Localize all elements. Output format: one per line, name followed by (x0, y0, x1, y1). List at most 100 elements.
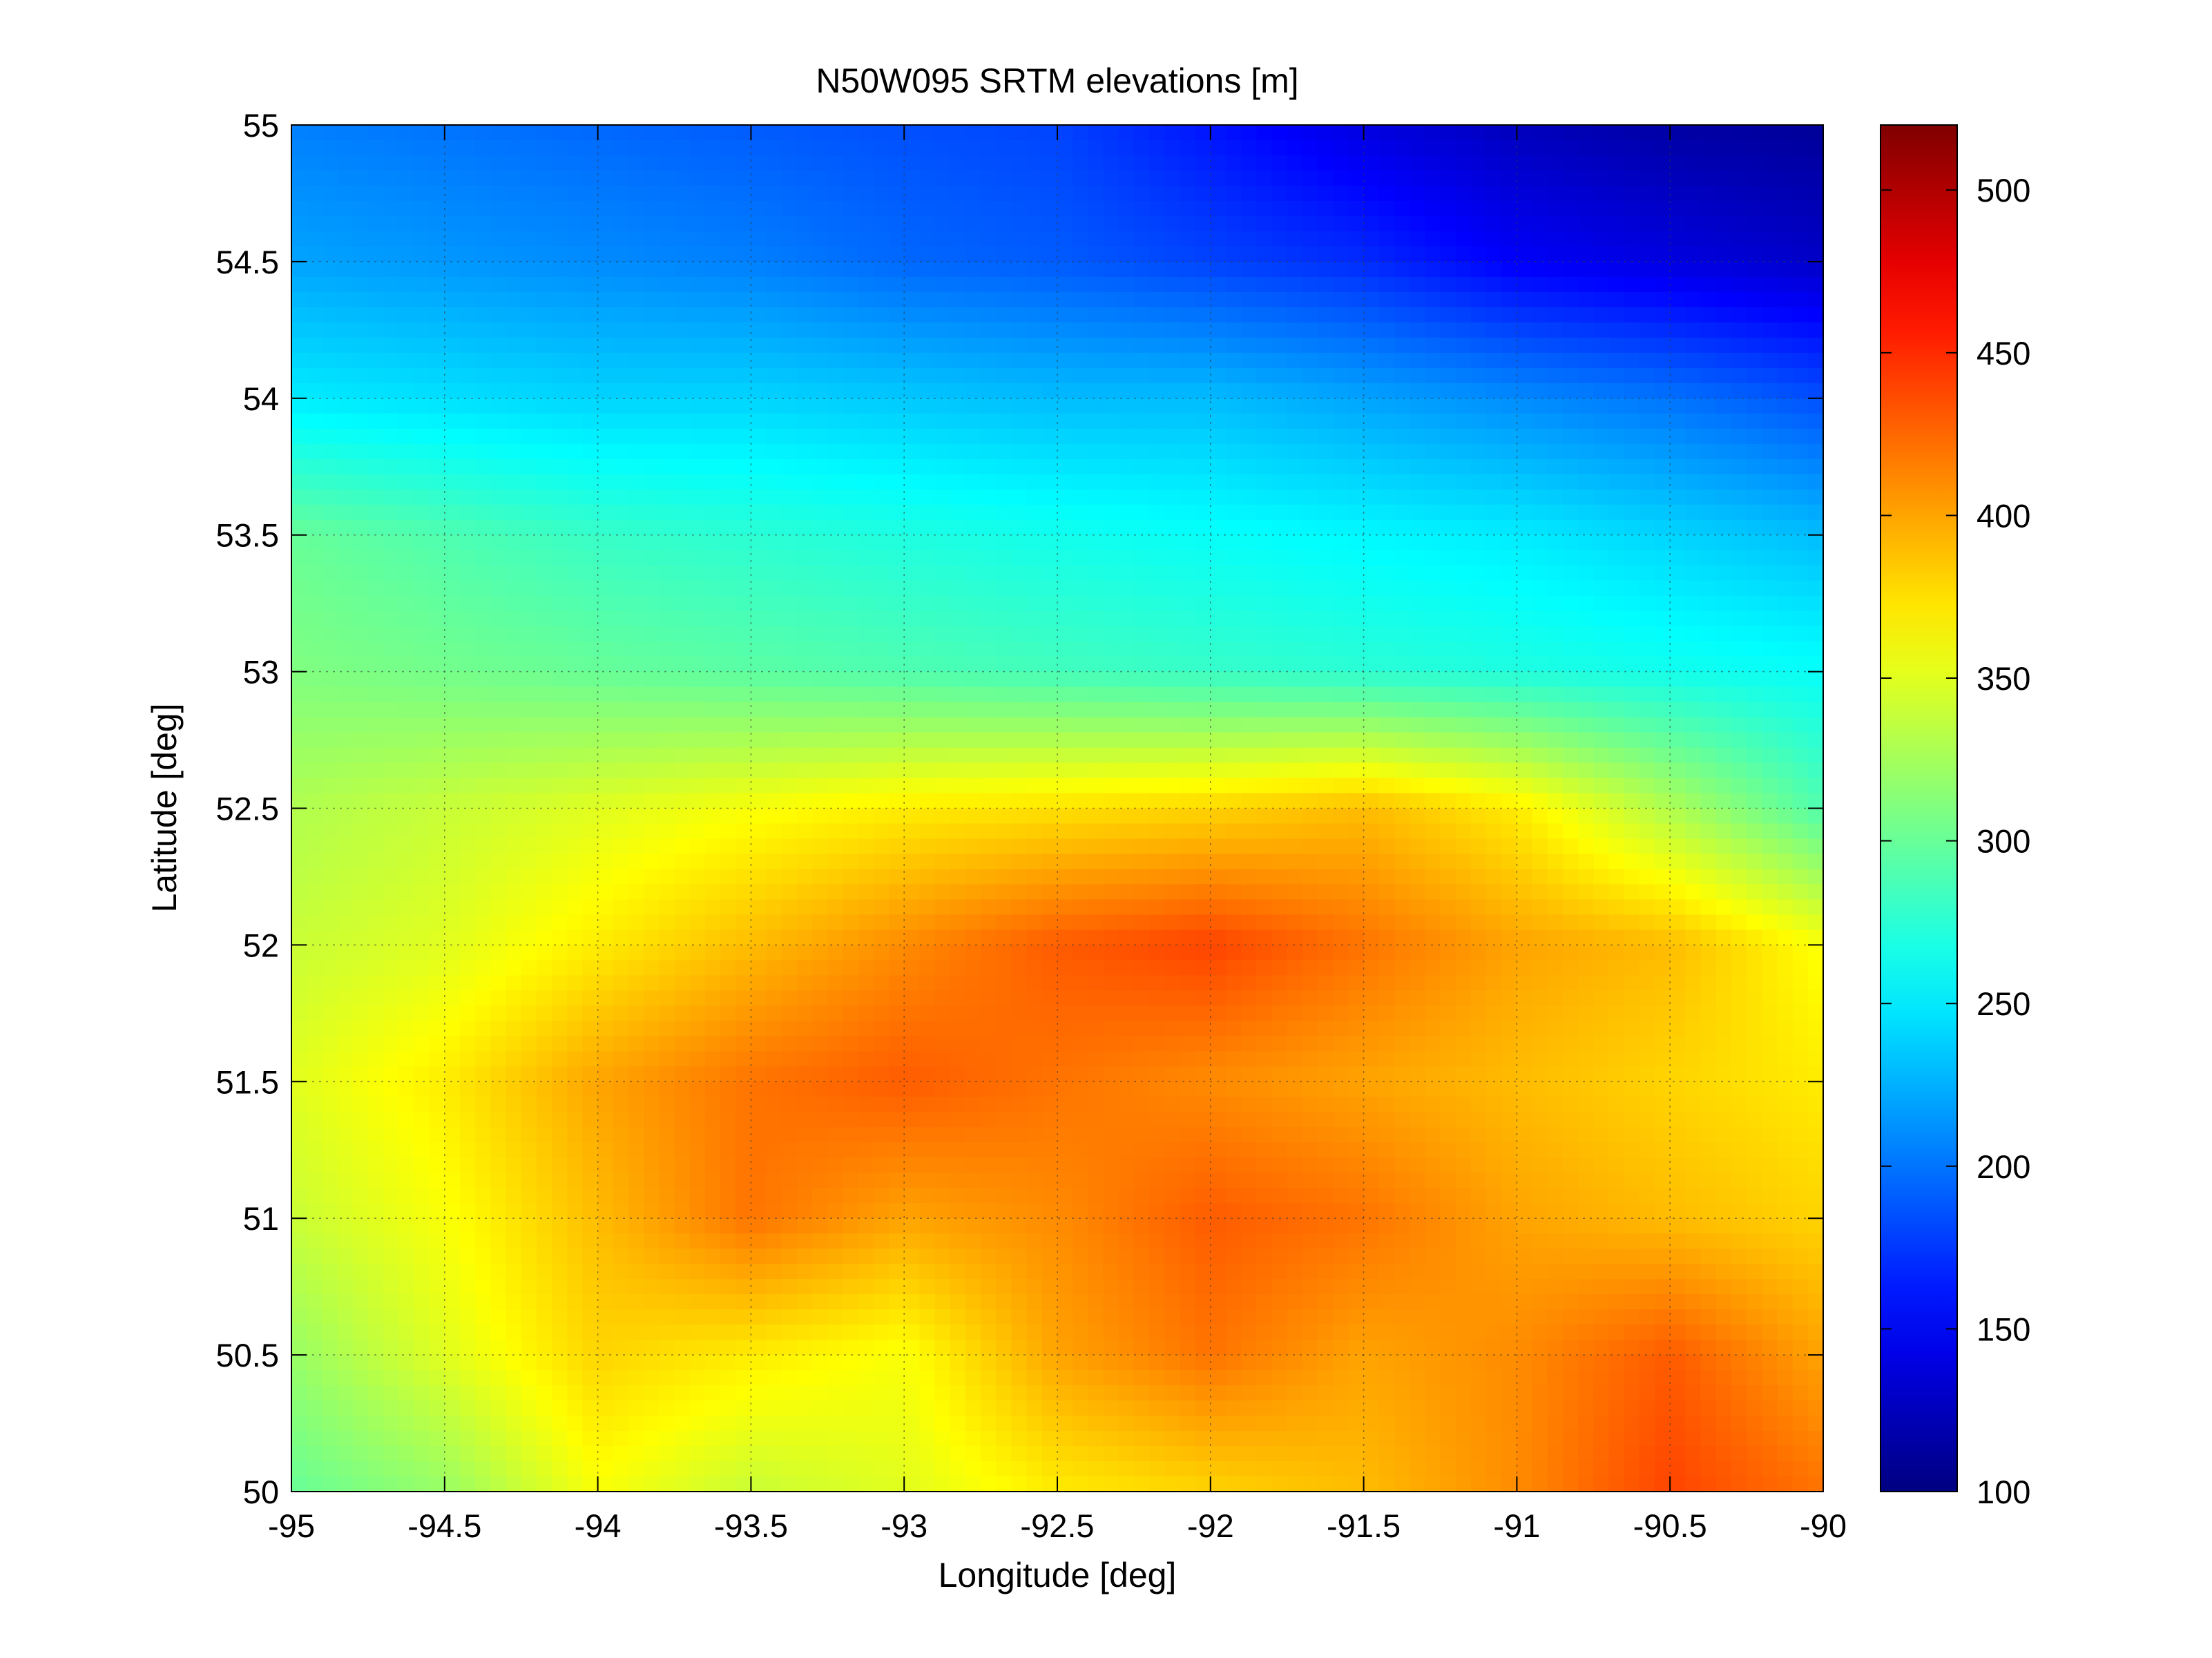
heatmap-cell (1470, 139, 1487, 156)
heatmap-cell (1149, 762, 1166, 779)
heatmap-cell (322, 762, 338, 779)
heatmap-cell (981, 125, 997, 141)
heatmap-cell (459, 155, 476, 171)
heatmap-cell (1378, 838, 1395, 855)
heatmap-cell (1532, 337, 1548, 354)
heatmap-cell (644, 307, 660, 323)
heatmap-cell (1470, 778, 1487, 794)
heatmap-cell (613, 215, 629, 232)
heatmap-cell (858, 489, 874, 505)
heatmap-cell (781, 534, 798, 551)
heatmap-cell (751, 459, 767, 475)
heatmap-cell (398, 261, 415, 278)
heatmap-cell (1762, 747, 1778, 764)
heatmap-cell (796, 717, 813, 733)
heatmap-cell (812, 580, 829, 597)
heatmap-cell (1195, 534, 1211, 551)
heatmap-cell (506, 504, 522, 521)
heatmap-cell (796, 671, 813, 688)
heatmap-cell (291, 854, 307, 870)
heatmap-cell (1685, 428, 1702, 445)
heatmap-cell (1715, 383, 1732, 399)
heatmap-cell (1501, 443, 1518, 460)
heatmap-cell (1088, 367, 1104, 384)
heatmap-cell (1241, 550, 1258, 566)
heatmap-cell (1807, 383, 1823, 399)
heatmap-cell (1715, 808, 1732, 825)
heatmap-cell (1455, 656, 1472, 673)
heatmap-cell (1608, 565, 1625, 581)
heatmap-cell (383, 170, 400, 186)
heatmap-cell (613, 519, 629, 536)
heatmap-cell (1547, 732, 1564, 749)
heatmap-cell (475, 307, 492, 323)
heatmap-cell (536, 702, 552, 718)
heatmap-cell (1792, 322, 1809, 338)
heatmap-cell (751, 322, 767, 338)
heatmap-cell (1639, 474, 1655, 490)
heatmap-cell (1593, 838, 1610, 855)
heatmap-cell (1578, 641, 1595, 657)
heatmap-cell (751, 307, 767, 323)
heatmap-cell (291, 307, 307, 323)
heatmap-cell (689, 398, 706, 414)
heatmap-cell (1486, 474, 1503, 490)
heatmap-cell (1501, 261, 1518, 278)
heatmap-cell (720, 793, 737, 809)
heatmap-cell (981, 215, 997, 232)
heatmap-cell (352, 747, 369, 764)
heatmap-cell (1073, 519, 1089, 536)
heatmap-cell (506, 732, 522, 749)
heatmap-cell (1700, 793, 1717, 809)
heatmap-cell (1731, 139, 1747, 156)
heatmap-cell (1624, 671, 1640, 688)
heatmap-cell (1608, 610, 1625, 627)
heatmap-cell (567, 428, 584, 445)
heatmap-cell (1532, 747, 1548, 764)
heatmap-cell (858, 656, 874, 673)
heatmap-cell (1578, 823, 1595, 840)
heatmap-cell (965, 854, 981, 870)
heatmap-cell (1715, 610, 1732, 627)
heatmap-cell (506, 671, 522, 688)
heatmap-cell (1241, 626, 1258, 642)
heatmap-cell (536, 459, 552, 475)
heatmap-cell (1547, 155, 1564, 171)
heatmap-cell (766, 367, 782, 384)
heatmap-cell (1318, 732, 1334, 749)
heatmap-cell (1425, 656, 1441, 673)
heatmap-cell (1026, 322, 1043, 338)
heatmap-cell (1410, 808, 1426, 825)
heatmap-cell (1073, 565, 1089, 581)
heatmap-cell (1685, 291, 1702, 308)
heatmap-cell (307, 170, 323, 186)
heatmap-cell (1363, 656, 1380, 673)
heatmap-cell (1440, 443, 1456, 460)
heatmap-cell (1348, 808, 1365, 825)
heatmap-cell (1164, 139, 1181, 156)
heatmap-cell (919, 808, 936, 825)
heatmap-cell (965, 838, 981, 855)
heatmap-cell (567, 383, 584, 399)
heatmap-cell (981, 428, 997, 445)
heatmap-cell (1073, 352, 1089, 369)
heatmap-cell (659, 626, 675, 642)
heatmap-cell (1639, 125, 1655, 141)
heatmap-cell (567, 139, 584, 156)
heatmap-cell (674, 185, 691, 202)
heatmap-cell (1455, 291, 1472, 308)
heatmap-cell (1348, 139, 1365, 156)
heatmap-cell (950, 838, 966, 855)
heatmap-cell (582, 155, 599, 171)
heatmap-cell (1486, 854, 1503, 870)
heatmap-cell (1195, 139, 1211, 156)
heatmap-cell (827, 474, 844, 490)
heatmap-cell (1073, 428, 1089, 445)
heatmap-cell (1762, 550, 1778, 566)
heatmap-cell (1747, 155, 1763, 171)
heatmap-cell (1287, 626, 1303, 642)
heatmap-cell (843, 656, 859, 673)
heatmap-cell (1057, 383, 1073, 399)
heatmap-cell (1073, 291, 1089, 308)
heatmap-cell (781, 717, 798, 733)
